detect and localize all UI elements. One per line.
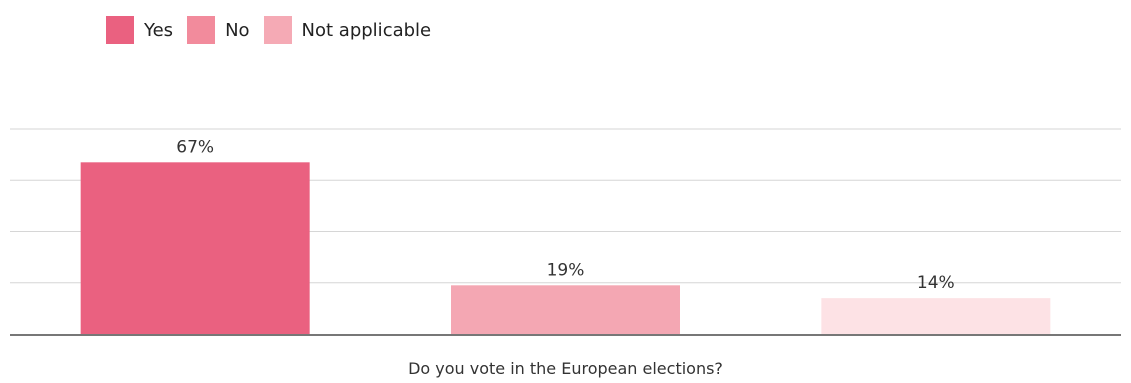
chart-legend: Yes No Not applicable xyxy=(106,16,445,44)
legend-swatch-not-applicable xyxy=(263,16,292,44)
legend-label-no: No xyxy=(225,19,250,41)
data-label-yes: 67% xyxy=(176,137,214,157)
legend-item-not-applicable: Not applicable xyxy=(263,16,432,44)
data-label-not-applicable: 14% xyxy=(917,273,955,293)
legend-item-no: No xyxy=(187,16,250,44)
bar-no xyxy=(451,285,680,334)
data-label-no: 19% xyxy=(547,260,585,280)
legend-item-yes: Yes xyxy=(106,16,173,44)
legend-swatch-yes xyxy=(106,16,134,44)
bar-not-applicable xyxy=(821,298,1051,334)
legend-label-not-applicable: Not applicable xyxy=(301,19,432,41)
bar-yes xyxy=(80,162,310,334)
x-axis-label: Do you vote in the European elections? xyxy=(408,359,723,378)
legend-swatch-no xyxy=(187,16,216,44)
legend-label-yes: Yes xyxy=(144,19,174,41)
